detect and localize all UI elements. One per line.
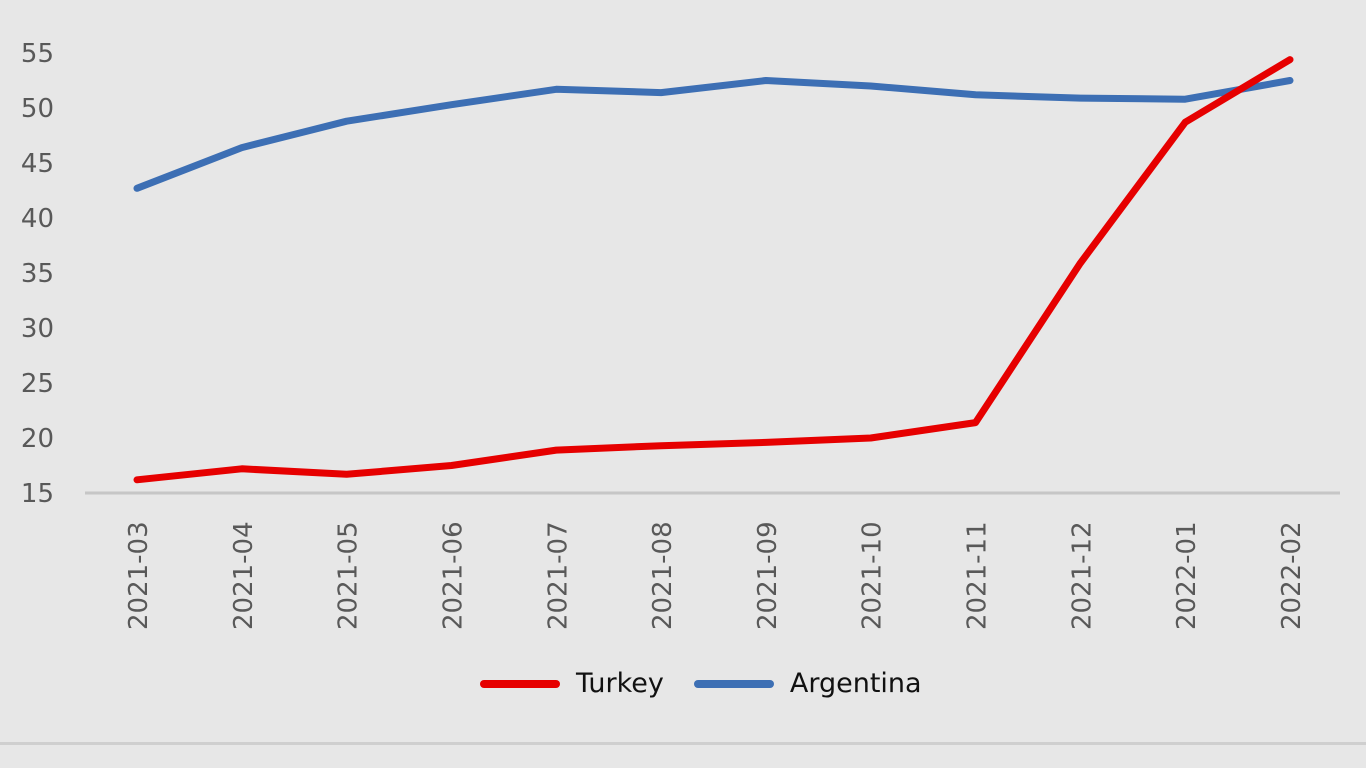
x-tick-label: 2021-12 [1067,521,1097,630]
series-lines [133,56,1294,484]
y-tick-label: 55 [21,39,54,69]
y-tick-label: 20 [21,424,54,454]
legend-item-turkey: Turkey [480,668,664,699]
x-tick-label: 2021-04 [229,521,259,630]
x-tick-label: 2021-08 [648,521,678,630]
legend-swatch-argentina [693,679,774,688]
legend-item-argentina: Argentina [693,668,922,699]
y-tick-label: 30 [21,314,54,344]
x-tick-label: 2021-03 [124,521,154,630]
x-tick-label: 2021-10 [858,521,888,630]
bottom-divider [0,742,1366,745]
series-line-argentina [133,77,1294,192]
y-tick-label: 35 [21,259,54,289]
x-tick-label: 2021-11 [963,521,993,630]
x-axis: 2021-03 2021-04 2021-05 2021-06 2021-07 2021-… [124,521,1307,630]
legend: Turkey Argentina [480,668,952,699]
legend-label-turkey: Turkey [576,668,664,699]
y-tick-label: 45 [21,149,54,179]
y-tick-label: 40 [21,204,54,234]
legend-label-argentina: Argentina [789,668,922,699]
y-tick-label: 25 [21,369,54,399]
x-tick-label: 2021-07 [543,521,573,630]
legend-swatch-turkey [480,679,560,688]
y-tick-label: 50 [21,94,54,124]
x-tick-label: 2022-01 [1172,521,1202,630]
x-tick-label: 2021-09 [753,521,783,630]
x-tick-label: 2021-06 [438,521,468,630]
y-axis: 15 20 25 30 35 40 45 50 55 [21,39,54,509]
x-tick-label: 2022-02 [1277,521,1307,630]
series-line-turkey [133,56,1294,484]
x-tick-label: 2021-05 [334,521,364,630]
y-tick-label: 15 [21,479,54,509]
